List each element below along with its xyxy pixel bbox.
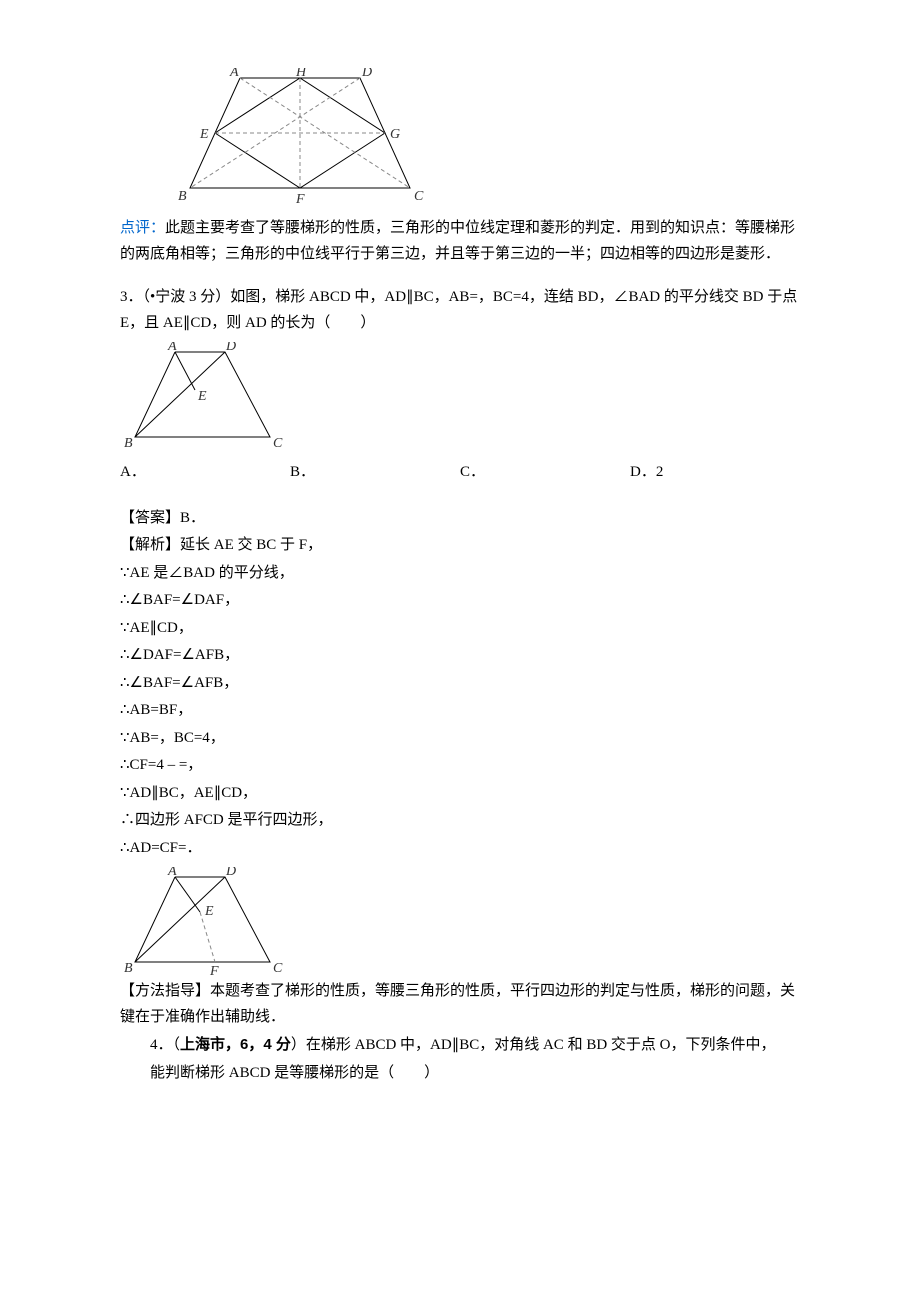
fig1-label-E: E [199,127,209,142]
step-7: ∴CF=4 – =， [120,753,800,779]
fig3-label-E: E [204,904,214,919]
q3-option-A: A． [120,460,290,486]
step-8: ∵AD∥BC，AE∥CD， [120,781,800,807]
q3-option-B: B． [290,460,460,486]
figure-q3-aux: A D E B F C [120,867,800,977]
step-2: ∵AE∥CD， [120,616,800,642]
q3-stem: 3．（•宁波 3 分）如图，梯形 ABCD 中，AD∥BC，AB=，BC=4，连… [120,285,800,336]
step-4: ∴∠BAF=∠AFB， [120,671,800,697]
fig2-label-A: A [167,342,177,354]
step-10: ∴AD=CF=． [120,836,800,862]
step-3: ∴∠DAF=∠AFB， [120,643,800,669]
step-9: ∴四边形 AFCD 是平行四边形， [120,808,800,834]
fig1-label-D: D [361,68,372,80]
figure-q3: A D E B C [120,342,800,452]
fig3-label-C: C [273,961,283,976]
fig3-label-D: D [225,867,236,879]
step-5: ∴AB=BF， [120,698,800,724]
comment-label: 点评： [120,220,165,236]
fig2-label-E: E [197,389,207,404]
comment-block: 点评：此题主要考查了等腰梯形的性质，三角形的中位线定理和菱形的判定．用到的知识点… [120,216,800,267]
figure-trapezoid-efgh: A H D E G B F C [170,68,800,208]
step-6: ∵AB=，BC=4， [120,726,800,752]
q4-stem: 4．（上海市，6，4 分）在梯形 ABCD 中，AD∥BC，对角线 AC 和 B… [120,1032,800,1059]
fig1-label-B: B [178,189,187,204]
fig3-svg: A D E B F C [120,867,295,977]
q3-option-D: D．2 [630,460,800,486]
fig1-label-H: H [295,68,307,80]
fig1-label-G: G [390,127,400,142]
fig1-svg: A H D E G B F C [170,68,440,208]
q3-options: A． B． C． D．2 [120,460,800,486]
comment-text: 此题主要考查了等腰梯形的性质，三角形的中位线定理和菱形的判定．用到的知识点：等腰… [120,220,795,262]
fig3-label-B: B [124,961,133,976]
fig2-label-C: C [273,436,283,451]
fig3-label-A: A [167,867,177,879]
step-1: ∴∠BAF=∠DAF， [120,588,800,614]
fig2-label-B: B [124,436,133,451]
method-guide: 【方法指导】本题考查了梯形的性质，等腰三角形的性质，平行四边形的判定与性质，梯形… [120,979,800,1030]
fig1-label-F: F [295,192,305,207]
fig2-label-D: D [225,342,236,354]
fig3-label-F: F [209,964,219,977]
fig1-label-A: A [229,68,239,80]
fig2-svg: A D E B C [120,342,295,452]
step-0: ∵AE 是∠BAD 的平分线， [120,561,800,587]
q3-option-C: C． [460,460,630,486]
q4-stem-2: 能判断梯形 ABCD 是等腰梯形的是（ ） [120,1061,800,1087]
answer-line: 【答案】B． [120,506,800,532]
fig1-label-C: C [414,189,424,204]
analysis-line: 【解析】延长 AE 交 BC 于 F， [120,533,800,559]
q4-bold: 上海市，6，4 分 [180,1036,291,1053]
